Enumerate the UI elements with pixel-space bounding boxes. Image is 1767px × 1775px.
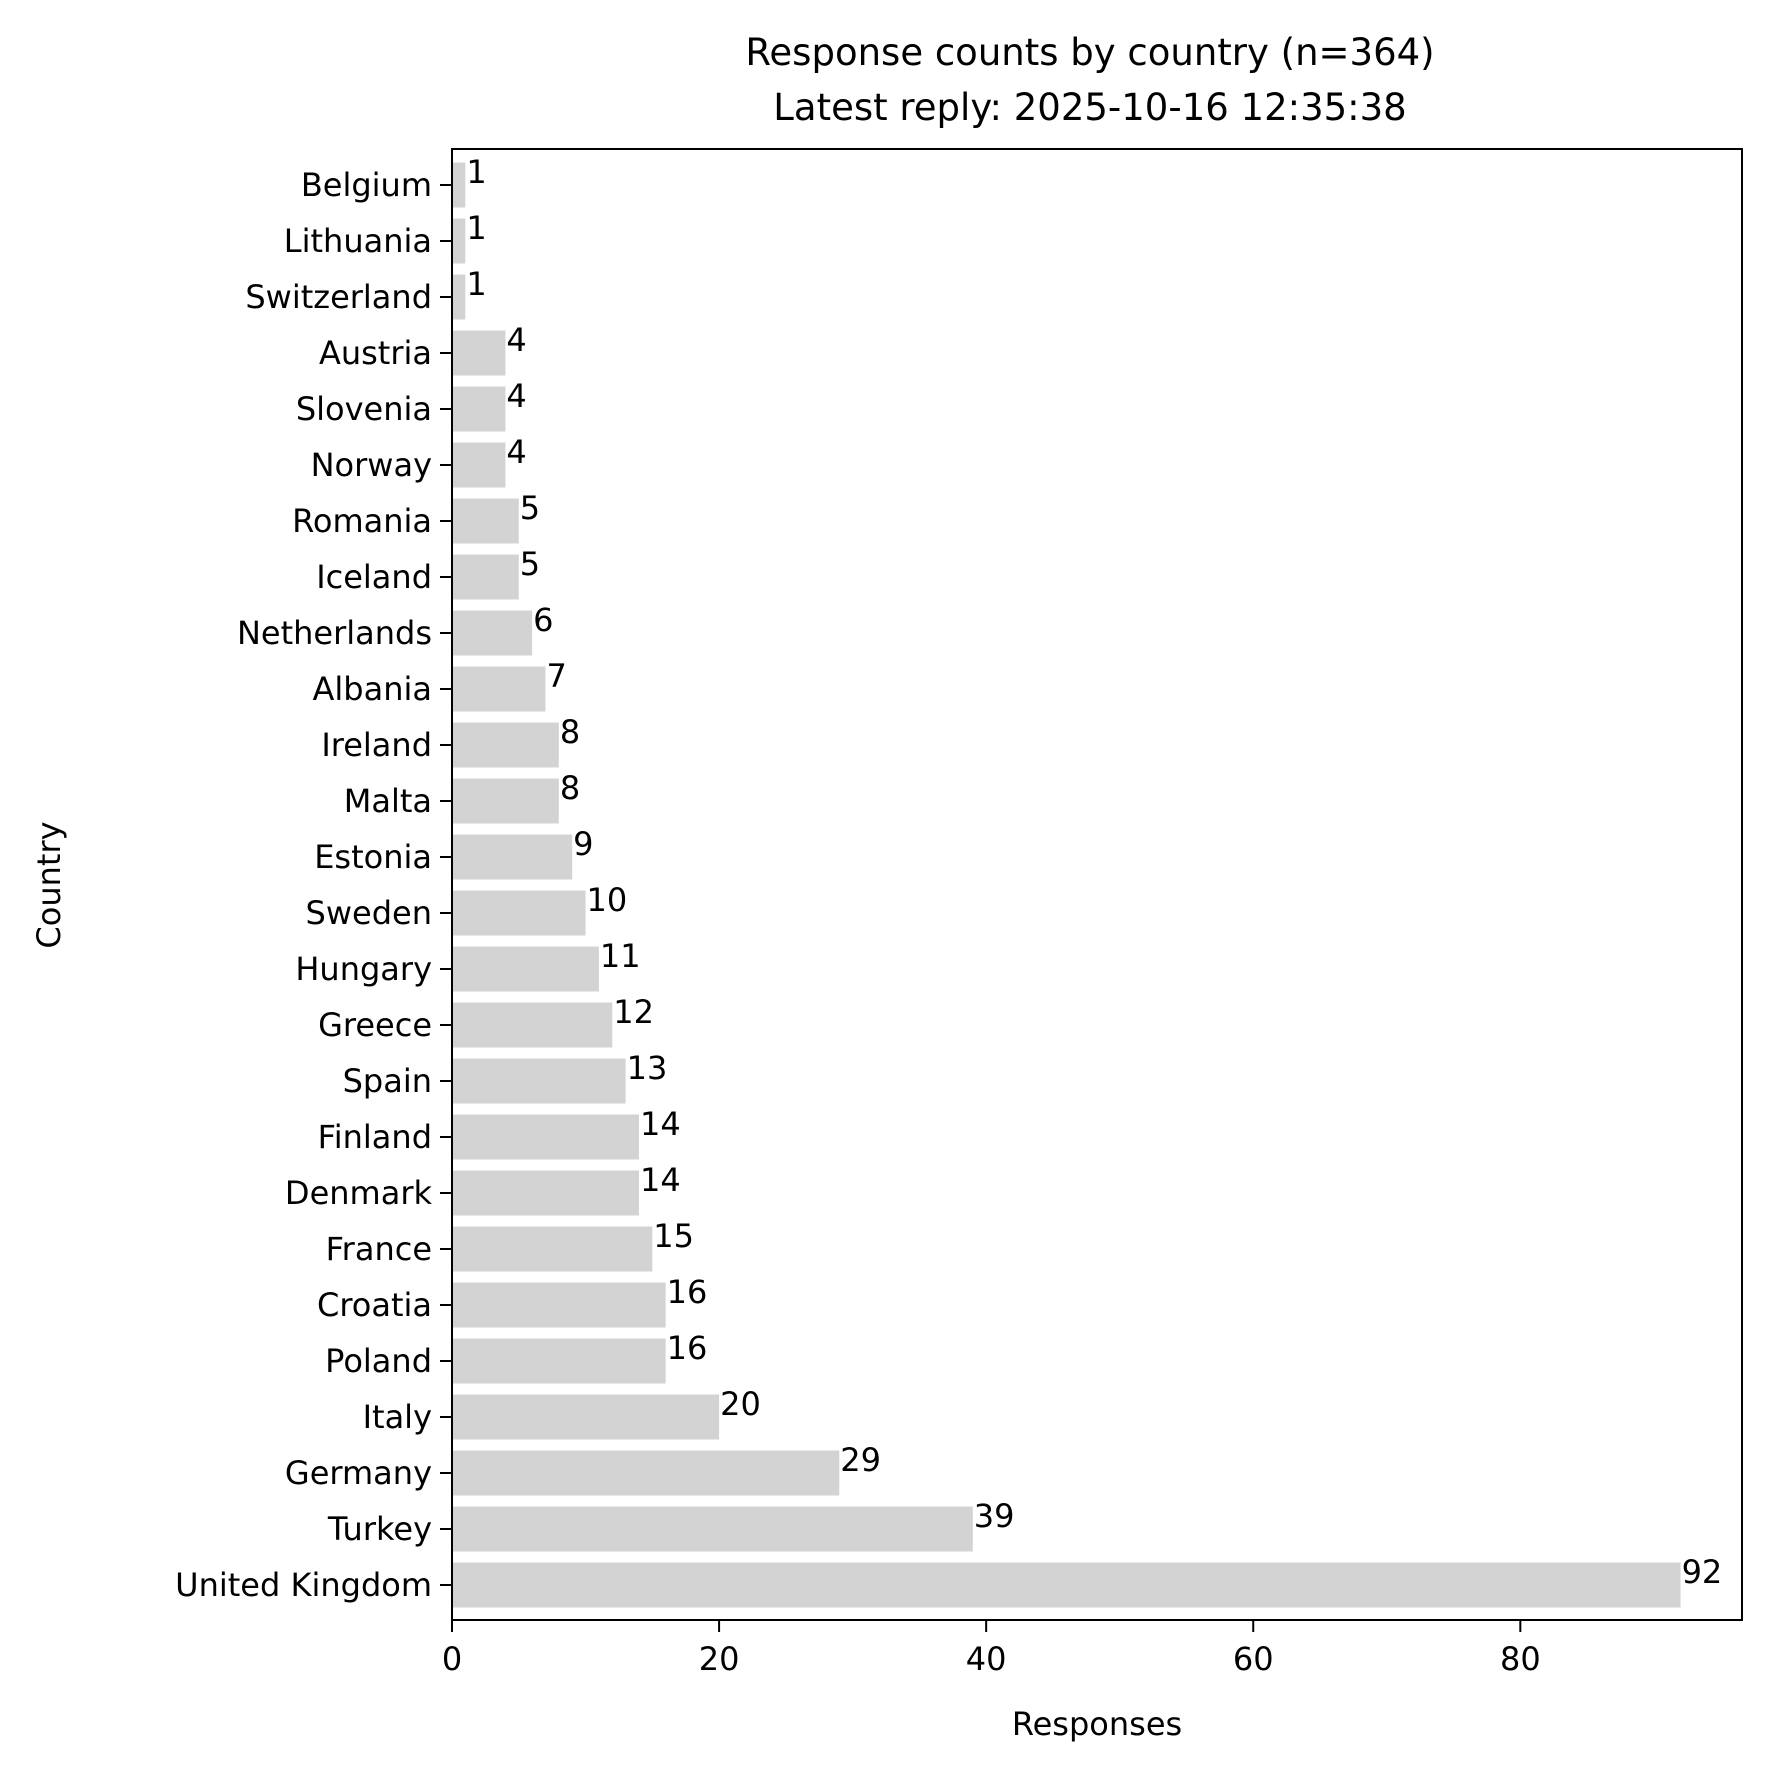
y-tick-label: Denmark: [285, 1174, 433, 1212]
bar: [452, 554, 519, 600]
y-tick-label: Norway: [311, 446, 432, 484]
bar-value-label: 8: [560, 769, 580, 807]
bar-value-label: 5: [520, 545, 540, 583]
y-tick-label: Slovenia: [296, 390, 432, 428]
bar-value-label: 6: [533, 601, 553, 639]
bar-value-label: 12: [613, 993, 654, 1031]
bar: [452, 1506, 973, 1552]
bar-value-label: 1: [466, 209, 486, 247]
y-tick-label: Estonia: [314, 838, 432, 876]
x-tick-label: 20: [699, 1640, 740, 1678]
bar-value-label: 4: [506, 433, 526, 471]
bar: [452, 1562, 1681, 1608]
x-tick-label: 60: [1233, 1640, 1274, 1678]
y-tick-label: Turkey: [327, 1510, 432, 1548]
y-tick-label: Malta: [344, 782, 432, 820]
bar: [452, 1114, 639, 1160]
y-tick-label: Ireland: [321, 726, 432, 764]
bar: [452, 1058, 626, 1104]
bar: [452, 778, 559, 824]
y-tick-label: Lithuania: [284, 222, 432, 260]
y-axis-ticks: Belgium Lithuania Switzerland Austria Sloven…: [175, 166, 452, 1604]
bar: [452, 498, 519, 544]
y-tick-label: France: [326, 1230, 432, 1268]
bar: [452, 666, 546, 712]
bar-value-label: 1: [466, 265, 486, 303]
bar: [452, 722, 559, 768]
bar: [452, 330, 506, 376]
bar-value-label: 20: [720, 1385, 761, 1423]
x-tick-label: 80: [1500, 1640, 1541, 1678]
bar-value-label: 4: [506, 377, 526, 415]
bar-value-label: 16: [667, 1329, 708, 1367]
bar: [452, 1338, 666, 1384]
y-tick-label: Germany: [285, 1454, 432, 1492]
plot-frame: [451, 148, 1743, 1621]
bar-value-label: 8: [560, 713, 580, 751]
bar: [452, 274, 466, 320]
bar-value-label: 11: [600, 937, 641, 975]
y-tick-label: Italy: [363, 1398, 432, 1436]
y-tick-label: Sweden: [306, 894, 432, 932]
bar-value-label: 5: [520, 489, 540, 527]
bar-value-label: 13: [627, 1049, 668, 1087]
y-tick-label: Greece: [318, 1006, 432, 1044]
y-tick-label: Iceland: [316, 558, 432, 596]
chart-title: Response counts by country (n=364): [745, 31, 1434, 74]
y-tick-label: Spain: [343, 1062, 432, 1100]
bar-value-label: 9: [573, 825, 593, 863]
y-tick-label: Romania: [292, 502, 432, 540]
bar: [452, 946, 599, 992]
y-tick-label: Switzerland: [245, 278, 432, 316]
y-tick-label: Hungary: [295, 950, 432, 988]
x-tick-label: 40: [966, 1640, 1007, 1678]
y-tick-label: Austria: [319, 334, 432, 372]
y-tick-label: Belgium: [301, 166, 432, 204]
y-tick-label: Finland: [318, 1118, 432, 1156]
bar: [452, 386, 506, 432]
bar-value-label: 29: [840, 1441, 881, 1479]
x-axis-label: Responses: [1012, 1705, 1182, 1743]
bar-value-label: 39: [974, 1497, 1015, 1535]
bar: [452, 1002, 613, 1048]
bar: [452, 834, 573, 880]
bar-value-label: 16: [667, 1273, 708, 1311]
y-tick-label: Croatia: [317, 1286, 432, 1324]
y-tick-label: United Kingdom: [175, 1566, 432, 1604]
bar-value-label: 14: [640, 1105, 681, 1143]
bar: [452, 890, 586, 936]
bar-value-label: 4: [506, 321, 526, 359]
x-tick-label: 0: [442, 1640, 462, 1678]
bar-value-label: 7: [546, 657, 566, 695]
bar: [452, 1282, 666, 1328]
bar: [452, 1226, 653, 1272]
bar: [452, 1170, 639, 1216]
y-tick-label: Netherlands: [237, 614, 432, 652]
bar: [452, 162, 466, 208]
bar-value-label: 92: [1682, 1553, 1723, 1591]
bar: [452, 218, 466, 264]
bar: [452, 1450, 840, 1496]
bar: [452, 442, 506, 488]
y-tick-label: Albania: [313, 670, 432, 708]
bar: [452, 610, 533, 656]
x-axis-ticks: 0 20 40 60 80: [442, 1620, 1541, 1678]
bar-value-label: 14: [640, 1161, 681, 1199]
bar: [452, 1394, 720, 1440]
bar-value-label: 10: [587, 881, 628, 919]
y-axis-label: Country: [30, 821, 68, 948]
y-tick-label: Poland: [325, 1342, 432, 1380]
chart-subtitle: Latest reply: 2025-10-16 12:35:38: [773, 86, 1406, 129]
bar-value-label: 15: [653, 1217, 694, 1255]
bar-value-label: 1: [466, 153, 486, 191]
